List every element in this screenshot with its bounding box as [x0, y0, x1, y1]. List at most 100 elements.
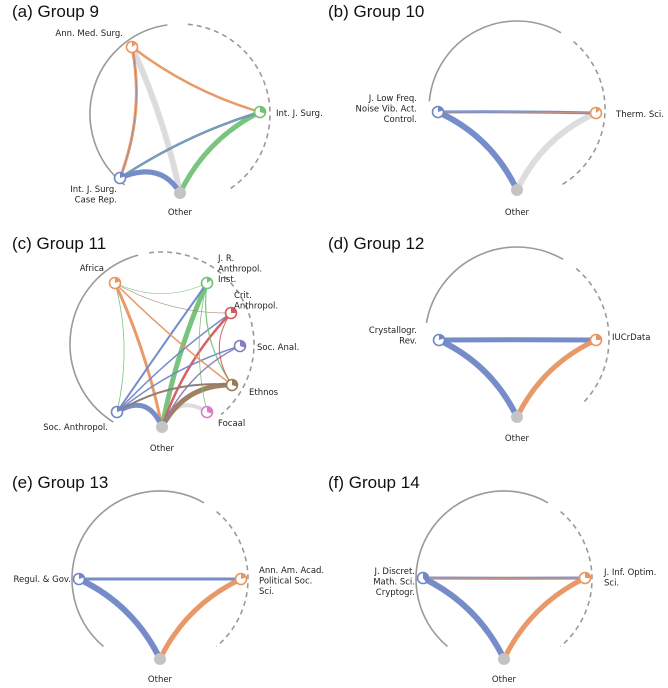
edge-amms-ijs: [130, 45, 262, 114]
node-label-crystallogr-rev: Crystallogr. Rev.: [369, 326, 417, 347]
node-wedge: [231, 307, 237, 313]
panel-title: (f) Group 14: [328, 473, 420, 492]
edge-iucr-other: [514, 337, 599, 420]
edge-africa-jrai: [114, 282, 208, 294]
node-wedge: [117, 406, 123, 412]
edge-amms-other: [131, 46, 181, 194]
edge-crit-ethnos: [218, 312, 233, 386]
node-jios: J. Inf. Optim. Sci.: [578, 568, 656, 589]
node-wedge: [596, 107, 601, 113]
node-circle: [511, 184, 523, 196]
node-wedge: [79, 573, 85, 579]
panel-title: (e) Group 13: [12, 473, 108, 492]
node-wedge: [260, 106, 266, 114]
node-wedge: [207, 277, 212, 283]
node-ijscr: Int. J. Surg. Case Rep.: [70, 171, 127, 206]
outer-arc-dashed: [216, 510, 249, 648]
node-other: Other: [492, 653, 517, 685]
outer-arc-dashed: [187, 23, 271, 191]
panel-title: (d) Group 12: [328, 234, 424, 253]
edge-jios-other: [501, 575, 588, 662]
edge-africa-socanth: [114, 282, 125, 413]
node-label-int-j-surg: Int. J. Surg.: [276, 109, 323, 119]
edge-amms-ijscr: [119, 46, 137, 179]
node-other: Other: [148, 653, 173, 685]
node-label-ethnos: Ethnos: [249, 388, 279, 398]
node-wedge: [439, 334, 445, 340]
node-label-other: Other: [505, 208, 530, 218]
edge-jrai-socanth: [116, 282, 208, 413]
panel-c: (c) Group 11 Africa J. R. Anthropol. Inst. Cr…: [12, 234, 299, 454]
node-label-other: Other: [148, 675, 173, 685]
node-wedge: [438, 106, 444, 112]
panel-e: (e) Group 13 Regul. & Gov. Ann. Am. Acad. P…: [12, 473, 324, 685]
node-label-iucrdata: IUCrData: [612, 333, 650, 343]
node-wedge: [423, 572, 429, 583]
edge-jlfn-other: [435, 109, 520, 193]
node-other: Other: [505, 411, 530, 444]
outer-arc-solid: [89, 24, 168, 186]
edge-jrai-focaal: [198, 282, 208, 413]
node-label-regul-gov: Regul. & Gov.: [14, 575, 72, 585]
node-wedge: [132, 41, 137, 47]
outer-arc-dashed: [560, 40, 606, 186]
node-label-therm-sci: Therm. Sci.: [615, 110, 664, 120]
node-circle: [498, 653, 510, 665]
outer-arc-solid: [415, 490, 549, 648]
edge-cr-other: [436, 337, 520, 420]
edge-ts-other: [514, 110, 599, 193]
edge-iucr-other: [514, 337, 599, 420]
edge-ethnos-socanth: [116, 383, 233, 413]
node-label-crit-anthropol: Crit. Anthropol.: [234, 291, 278, 312]
node-wedge: [241, 573, 247, 579]
node-label-j-discret-math-sci-cryptogr: J. Discret. Math. Sci. Cryptogr.: [373, 567, 415, 598]
node-other: Other: [505, 184, 530, 218]
panel-title: (c) Group 11: [12, 234, 106, 253]
edge-jdms-other: [420, 575, 507, 662]
edge-jrai-other: [159, 280, 210, 430]
node-label-j-low-freq-noise-vib-act-control: J. Low Freq. Noise Vib. Act. Control.: [356, 94, 417, 125]
outer-arc-solid: [428, 20, 562, 102]
node-circle: [156, 421, 168, 433]
node-cr: Crystallogr. Rev.: [369, 326, 446, 347]
node-label-j-inf-optim-sci: J. Inf. Optim. Sci.: [603, 568, 656, 589]
node-label-other: Other: [492, 675, 517, 685]
node-africa: Africa: [80, 264, 122, 290]
edge-africa-crit: [114, 282, 232, 314]
edge-aaap-other: [157, 576, 244, 662]
node-jrai: J. R. Anthropol. Inst.: [200, 254, 262, 290]
node-label-other: Other: [505, 434, 530, 444]
node-jlfn: J. Low Freq. Noise Vib. Act. Control.: [356, 94, 445, 125]
node-wedge: [207, 406, 213, 414]
node-ethnos: Ethnos: [225, 378, 279, 398]
node-label-soc-anthropol: Soc. Anthropol.: [43, 423, 108, 433]
panel-a: (a) Group 9 Ann. Med. Surg. Int. J. Surg. I…: [12, 2, 323, 218]
edge-socanth-crit: [116, 312, 232, 413]
node-wedge: [115, 277, 121, 283]
panel-b: (b) Group 10 J. Low Freq. Noise Vib. Act. C…: [328, 2, 664, 218]
node-label-africa: Africa: [80, 264, 104, 274]
node-iucr: IUCrData: [589, 333, 650, 347]
edge-aaap-other: [157, 576, 244, 662]
node-soca: Soc. Anal.: [233, 339, 299, 353]
node-ts: Therm. Sci.: [589, 106, 664, 120]
node-circle: [174, 187, 186, 199]
edge-jdms-other: [421, 576, 506, 661]
edge-cr-other: [438, 339, 518, 418]
node-circle: [511, 411, 523, 423]
panel-d: (d) Group 12 Crystallogr. Rev. IUCrData Othe…: [328, 234, 650, 444]
node-aaap: Ann. Am. Acad. Political Soc. Sci.: [234, 566, 324, 597]
node-label-soc-anal: Soc. Anal.: [257, 343, 299, 353]
node-socanth: Soc. Anthropol.: [43, 405, 124, 433]
outer-arc-dashed: [560, 510, 593, 648]
node-other: Other: [168, 187, 193, 218]
node-label-int-j-surg-case-rep: Int. J. Surg. Case Rep.: [70, 185, 117, 206]
node-label-other: Other: [150, 444, 175, 454]
node-circle: [154, 653, 166, 665]
node-label-other: Other: [168, 208, 193, 218]
node-focaal: Focaal: [200, 405, 245, 429]
outer-arc-solid: [425, 246, 564, 324]
node-ijs: Int. J. Surg.: [253, 105, 323, 119]
edge-africa-other: [113, 281, 164, 429]
